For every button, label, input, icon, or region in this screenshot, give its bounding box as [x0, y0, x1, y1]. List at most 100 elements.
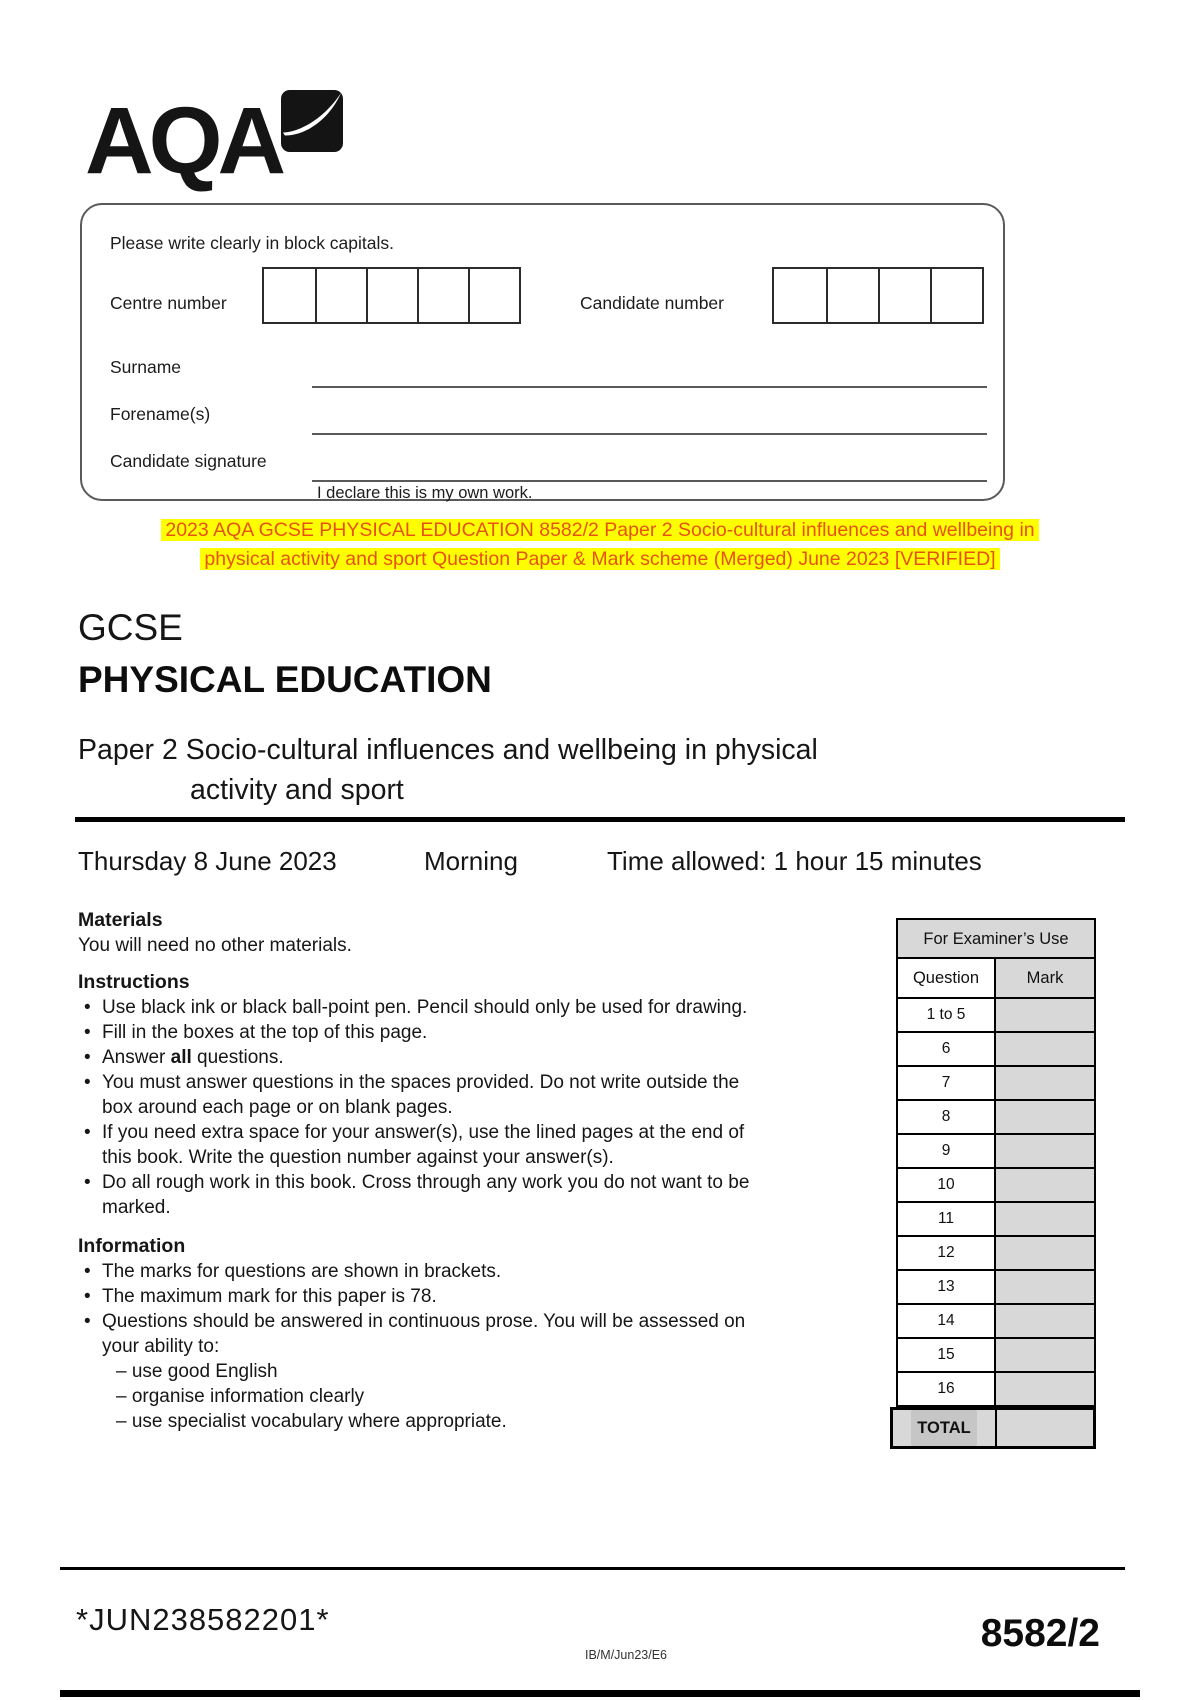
number-box-cell — [878, 269, 930, 322]
mark-cell — [996, 1135, 1094, 1167]
examiner-table-row: 7 — [896, 1067, 1096, 1101]
mark-cell — [996, 999, 1094, 1031]
aqa-logo-text: AQA — [85, 88, 286, 194]
question-number-cell: 10 — [898, 1169, 996, 1201]
mark-cell — [996, 1067, 1094, 1099]
number-box-cell — [826, 269, 878, 322]
examiner-table-row: 14 — [896, 1305, 1096, 1339]
banner-line-2: physical activity and sport Question Pap… — [200, 548, 1000, 570]
paper-title-line-2: activity and sport — [190, 774, 404, 806]
total-label-cell: TOTAL — [893, 1410, 997, 1446]
list-item: If you need extra space for your answer(… — [78, 1120, 840, 1170]
forenames-label: Forename(s) — [110, 404, 211, 424]
number-box-cell — [264, 269, 315, 322]
question-number-cell: 1 to 5 — [898, 999, 996, 1031]
mark-cell — [996, 1169, 1094, 1201]
sub-list-item: – use good English — [116, 1361, 278, 1382]
instructions-list: Use black ink or black ball-point pen. P… — [78, 995, 840, 1220]
sub-list-item: – use specialist vocabulary where approp… — [116, 1411, 507, 1432]
signature-line — [312, 480, 987, 482]
mark-cell — [996, 1373, 1094, 1405]
list-item: The marks for questions are shown in bra… — [78, 1259, 840, 1284]
barcode-text: *JUN238582201* — [76, 1602, 330, 1637]
question-number-cell: 11 — [898, 1203, 996, 1235]
examiner-table-row: 16 — [896, 1373, 1096, 1407]
examiner-table-row: 11 — [896, 1203, 1096, 1237]
mark-column-header: Mark — [996, 959, 1094, 997]
surname-line — [312, 386, 987, 388]
paper-code: 8582/2 — [980, 1612, 1100, 1655]
question-number-cell: 12 — [898, 1237, 996, 1269]
total-mark-cell — [997, 1410, 1093, 1446]
information-heading: Information — [78, 1235, 186, 1257]
question-number-cell: 14 — [898, 1305, 996, 1337]
forenames-line — [312, 433, 987, 435]
front-cover-text: Materials You will need no other materia… — [78, 908, 840, 1448]
subject-title: PHYSICAL EDUCATION — [78, 659, 492, 700]
question-number-cell: 15 — [898, 1339, 996, 1371]
paper-title-line-1: Paper 2 Socio-cultural influences and we… — [78, 734, 818, 766]
list-item: Use black ink or black ball-point pen. P… — [78, 995, 840, 1020]
centre-number-label: Centre number — [110, 293, 227, 313]
mark-cell — [996, 1305, 1094, 1337]
examiner-table-row: 15 — [896, 1339, 1096, 1373]
list-item: Answer all questions. — [78, 1045, 840, 1070]
list-item: You must answer questions in the spaces … — [78, 1070, 840, 1120]
number-box-cell — [417, 269, 468, 322]
list-item: Do all rough work in this book. Cross th… — [78, 1170, 840, 1220]
aqa-logo: AQA — [85, 90, 355, 190]
mark-cell — [996, 1271, 1094, 1303]
examiner-table-total-row: TOTAL — [890, 1407, 1096, 1449]
qualification-title: GCSE — [78, 607, 183, 648]
centre-number-grid — [262, 267, 521, 324]
examiner-table-row: 1 to 5 — [896, 999, 1096, 1033]
information-list: The marks for questions are shown in bra… — [78, 1259, 840, 1434]
surname-label: Surname — [110, 357, 182, 377]
block-capitals-instruction: Please write clearly in block capitals. — [110, 233, 395, 253]
title-divider-rule — [75, 817, 1125, 822]
list-item: The maximum mark for this paper is 78. — [78, 1284, 840, 1309]
list-item: Fill in the boxes at the top of this pag… — [78, 1020, 840, 1045]
examiner-table-row: 13 — [896, 1271, 1096, 1305]
question-number-cell: 7 — [898, 1067, 996, 1099]
exam-period: Morning — [424, 846, 518, 876]
examiner-table-row: 12 — [896, 1237, 1096, 1271]
examiner-table-rows: 1 to 5 6 7 8 9 10 11 12 13 14 15 16 — [896, 999, 1096, 1407]
number-box-cell — [366, 269, 417, 322]
number-box-cell — [468, 269, 519, 322]
examiner-table-header-row: Question Mark — [896, 959, 1096, 999]
question-number-cell: 13 — [898, 1271, 996, 1303]
instructions-heading: Instructions — [78, 971, 190, 993]
sub-list-item: – organise information clearly — [116, 1386, 365, 1407]
list-item: Questions should be answered in continuo… — [78, 1309, 840, 1434]
mark-cell — [996, 1339, 1094, 1371]
exam-date: Thursday 8 June 2023 — [78, 846, 337, 876]
mark-cell — [996, 1203, 1094, 1235]
number-box-cell — [315, 269, 366, 322]
question-number-cell: 6 — [898, 1033, 996, 1065]
materials-body: You will need no other materials. — [78, 935, 352, 956]
question-number-cell: 16 — [898, 1373, 996, 1405]
mark-cell — [996, 1033, 1094, 1065]
declaration-text: I declare this is my own work. — [317, 484, 533, 502]
candidate-number-label: Candidate number — [580, 293, 724, 313]
number-box-cell — [774, 269, 826, 322]
banner-line-1: 2023 AQA GCSE PHYSICAL EDUCATION 8582/2 … — [161, 519, 1039, 541]
mark-cell — [996, 1101, 1094, 1133]
highlighted-banner: 2023 AQA GCSE PHYSICAL EDUCATION 8582/2 … — [0, 516, 1200, 574]
examiner-table-row: 10 — [896, 1169, 1096, 1203]
question-number-cell: 9 — [898, 1135, 996, 1167]
materials-heading: Materials — [78, 909, 163, 931]
footer-rule — [60, 1567, 1125, 1570]
paper-title: Paper 2 Socio-cultural influences and we… — [78, 730, 818, 810]
candidate-details-box: Please write clearly in block capitals. … — [80, 203, 1005, 502]
examiner-table-row: 6 — [896, 1033, 1096, 1067]
candidate-number-grid — [772, 267, 984, 324]
aqa-leaf-icon — [281, 90, 343, 152]
question-column-header: Question — [898, 959, 996, 997]
examiner-table-title: For Examiner’s Use — [896, 918, 1096, 959]
print-reference: IB/M/Jun23/E6 — [585, 1648, 667, 1662]
examiner-table-row: 8 — [896, 1101, 1096, 1135]
